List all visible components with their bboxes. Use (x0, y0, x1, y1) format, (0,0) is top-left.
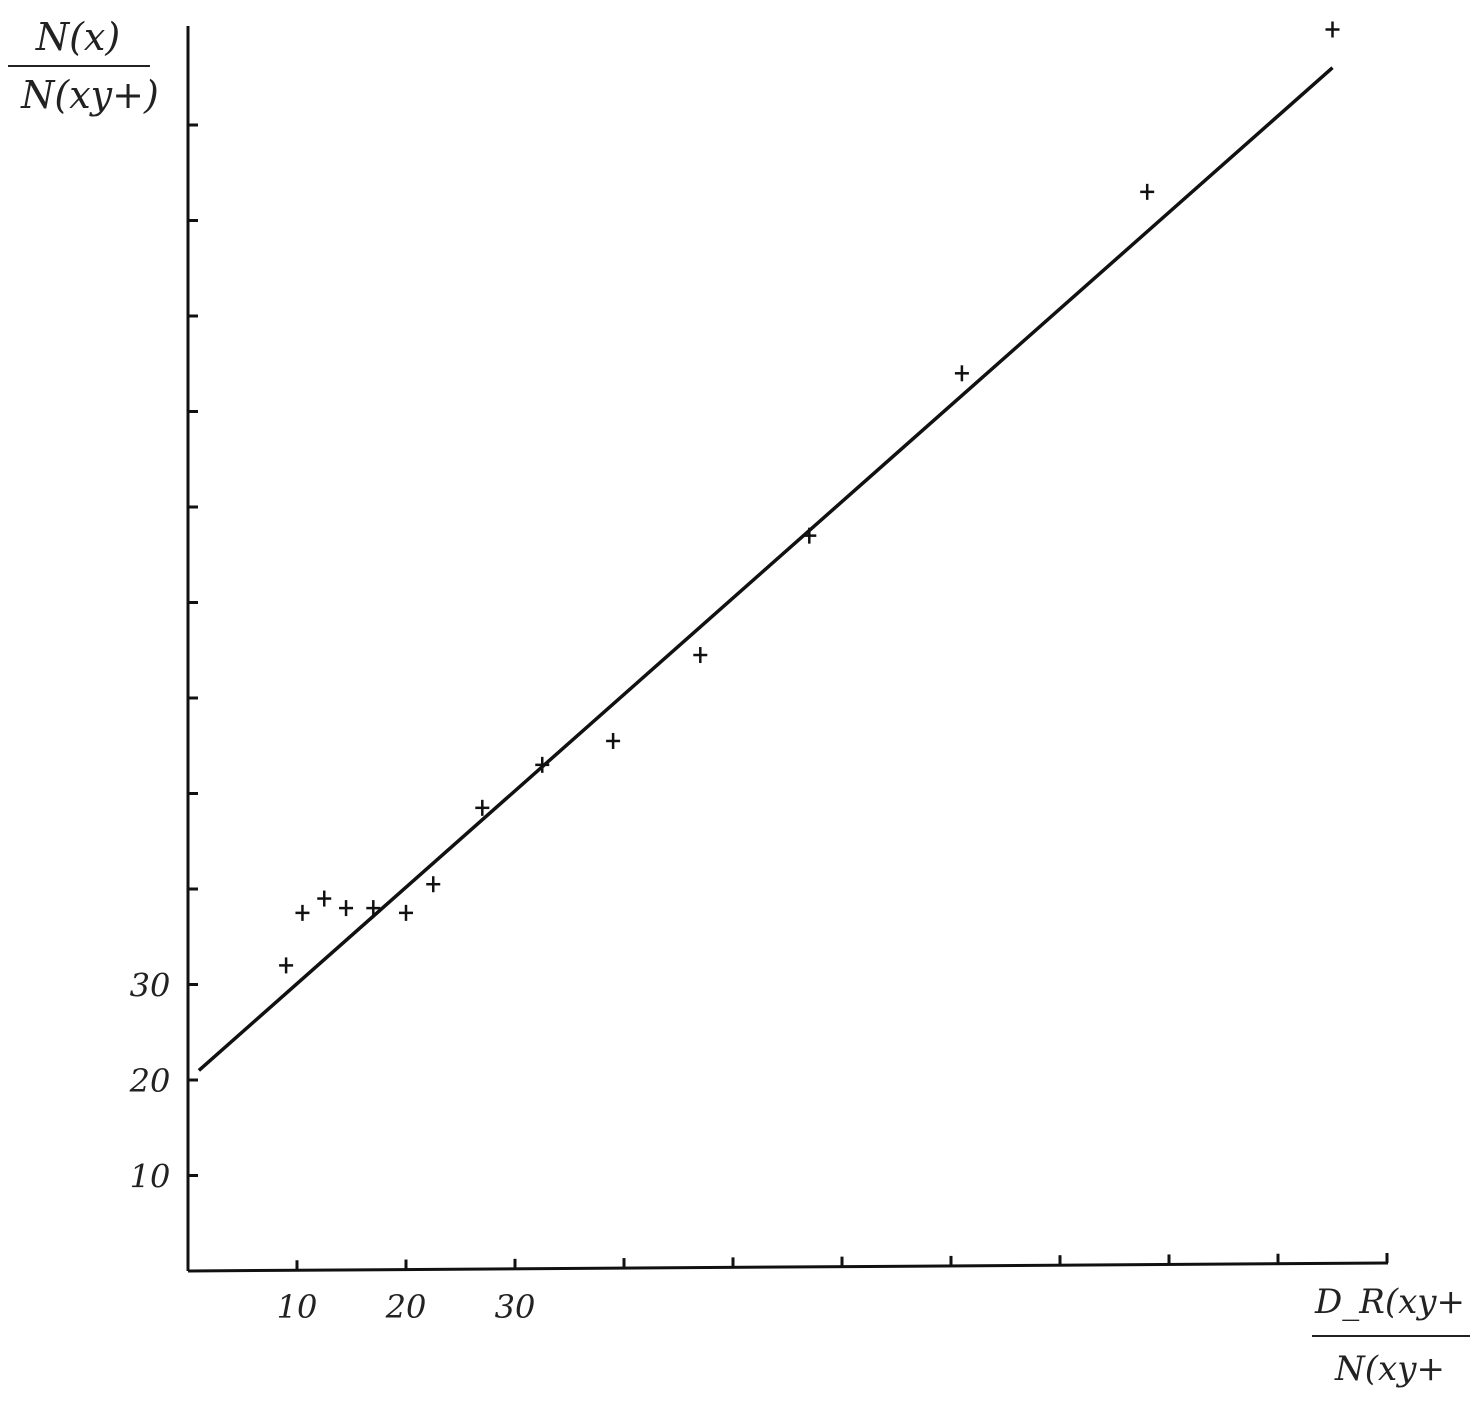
x-tick-label: 30 (495, 1288, 536, 1326)
y-tick-label: 20 (129, 1062, 171, 1100)
axis-tick-labels: 10 20 30 10 20 30 (129, 967, 536, 1327)
data-point (535, 756, 550, 773)
data-point (693, 647, 708, 664)
x-axis-label-denominator: N(xy+ (1334, 1349, 1445, 1389)
data-point (279, 957, 294, 974)
y-axis-label-numerator: N(x) (35, 15, 120, 59)
x-axis-line (187, 1261, 1389, 1273)
data-points (279, 21, 1340, 974)
axes (186, 26, 1389, 1273)
regression-line (197, 66, 1334, 1072)
data-point (295, 904, 310, 921)
x-axis-label: D_R(xy+ N(xy+ (1312, 1282, 1470, 1389)
axis-ticks (188, 123, 1389, 1271)
data-point (954, 365, 969, 382)
data-point (317, 890, 332, 907)
data-point (475, 799, 490, 816)
x-axis-label-numerator: D_R(xy+ (1314, 1282, 1465, 1322)
data-point (1140, 183, 1155, 200)
data-point (802, 527, 817, 544)
data-point (366, 900, 381, 917)
x-tick-label: 20 (385, 1288, 427, 1326)
regression-line-group (197, 66, 1334, 1072)
data-point (339, 900, 354, 917)
data-point (399, 904, 413, 921)
y-tick-label: 10 (130, 1158, 171, 1196)
y-axis-label-denominator: N(xy+) (20, 73, 159, 117)
y-axis-label: N(x) N(xy+) (8, 15, 159, 117)
data-point (426, 876, 441, 893)
y-tick-label: 30 (130, 967, 171, 1005)
data-point (606, 732, 621, 749)
x-tick-label: 10 (277, 1288, 318, 1326)
data-point (1325, 21, 1340, 38)
